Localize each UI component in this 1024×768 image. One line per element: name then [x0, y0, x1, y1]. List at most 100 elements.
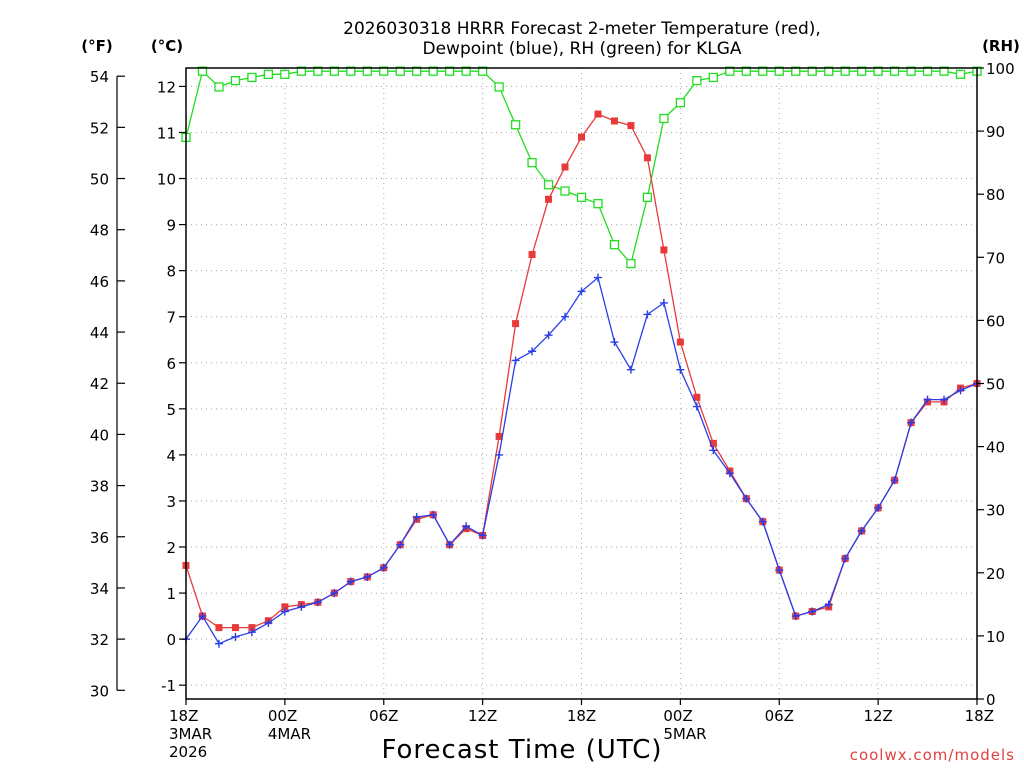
fahrenheit-tick-label: 44: [90, 324, 109, 342]
rh-point: [313, 66, 323, 76]
fahrenheit-tick-label: 36: [90, 529, 109, 547]
dewpoint-point: [445, 540, 454, 549]
dewpoint-point: [824, 600, 833, 609]
temperature-point: [248, 624, 256, 632]
rh-tick-label: 0: [986, 691, 996, 709]
fahrenheit-tick-label: 50: [90, 171, 109, 189]
rh-point: [774, 66, 784, 76]
grid-lines: [186, 68, 977, 699]
rh-point: [824, 66, 834, 76]
dewpoint-point: [231, 632, 240, 641]
temperature-point: [215, 624, 223, 632]
rh-point: [362, 66, 372, 76]
temperature-point: [528, 251, 536, 259]
rh-point: [856, 66, 867, 76]
dewpoint-point: [659, 298, 668, 307]
rh-point: [510, 120, 521, 130]
dewpoint-point: [561, 312, 570, 321]
rh-point: [494, 82, 504, 92]
dewpoint-point: [626, 365, 635, 374]
temperature-point: [495, 432, 503, 440]
dewpoint-point: [214, 639, 223, 648]
dewpoint-point: [791, 612, 800, 621]
rh-point: [329, 66, 339, 76]
rh-point: [230, 75, 241, 86]
x-tick-label: 2026: [169, 743, 207, 761]
rh-point: [906, 66, 916, 76]
dewpoint-point: [610, 338, 619, 347]
temperature-point: [578, 133, 585, 141]
temperature-point: [594, 110, 602, 118]
fahrenheit-unit-label: (°F): [81, 37, 112, 55]
dewpoint-point: [742, 494, 751, 503]
x-tick-label: 18Z: [965, 707, 994, 725]
rh-tick-label: 50: [986, 376, 1005, 394]
rh-point: [477, 66, 488, 76]
celsius-tick-label: -1: [161, 677, 176, 695]
rh-line: [185, 69, 978, 265]
rh-point: [543, 180, 554, 190]
dewpoint-point: [907, 418, 916, 427]
rh-tick-label: 70: [986, 249, 1005, 267]
dewpoint-point: [725, 469, 734, 478]
rh-point: [675, 98, 686, 108]
x-tick-label: 12Z: [863, 707, 892, 725]
celsius-tick-label: 9: [166, 217, 176, 235]
rh-point: [263, 69, 274, 79]
x-tick-label: 00Z: [663, 707, 692, 725]
dewpoint-point: [330, 589, 339, 598]
celsius-unit-label: (°C): [151, 37, 183, 55]
rh-tick-label: 20: [986, 565, 1005, 583]
rh-unit-label: (RH): [982, 37, 1020, 55]
fahrenheit-tick-label: 48: [90, 222, 109, 240]
fahrenheit-tick-label: 46: [90, 273, 109, 291]
rh-point: [873, 66, 883, 76]
rh-point: [791, 66, 801, 76]
dewpoint-point: [841, 554, 850, 563]
dewpoint-point: [511, 356, 520, 365]
rh-point: [807, 66, 817, 76]
dewpoint-point: [247, 628, 256, 637]
dewpoint-point: [528, 347, 537, 356]
dewpoint-point: [808, 607, 817, 616]
rh-point: [412, 66, 422, 76]
axes: -101234567891011123032343638404244464850…: [90, 60, 1015, 761]
dewpoint-point: [313, 598, 322, 607]
chart-title-line-1: 2026030318 HRRR Forecast 2-meter Tempera…: [343, 19, 821, 39]
rh-point: [741, 66, 751, 76]
fahrenheit-tick-label: 30: [90, 682, 109, 700]
rh-point: [379, 66, 389, 76]
temperature-point: [660, 246, 668, 254]
rh-tick-label: 30: [986, 502, 1005, 520]
credit-text: coolwx.com/models: [850, 746, 1015, 764]
fahrenheit-tick-label: 40: [90, 426, 109, 444]
temperature-point: [643, 154, 651, 162]
rh-point: [428, 66, 438, 76]
rh-point: [576, 192, 587, 203]
x-tick-label: 3MAR: [169, 725, 212, 743]
rh-point: [461, 66, 471, 76]
temperature-point: [545, 195, 553, 203]
dewpoint-point: [890, 476, 899, 485]
rh-point: [708, 72, 718, 83]
temperature-point: [512, 320, 520, 328]
dewpoint-point: [264, 619, 273, 628]
temperature-point: [709, 439, 717, 447]
x-tick-label: 06Z: [369, 707, 398, 725]
temperature-line: [185, 113, 978, 629]
celsius-tick-label: 6: [166, 355, 176, 373]
rh-point: [593, 199, 603, 209]
rh-point: [642, 192, 653, 203]
temperature-point: [561, 163, 569, 171]
rh-point: [939, 66, 949, 76]
celsius-tick-label: 10: [157, 171, 176, 189]
fahrenheit-tick-label: 34: [90, 580, 109, 598]
chart-title-line-2: Dewpoint (blue), RH (green) for KLGA: [423, 39, 742, 59]
celsius-tick-label: 12: [157, 78, 176, 96]
dewpoint-point: [874, 503, 883, 512]
rh-point: [692, 75, 702, 86]
dewpoint-point: [577, 287, 586, 296]
dewpoint-point: [346, 577, 355, 586]
celsius-tick-label: 4: [166, 447, 176, 465]
